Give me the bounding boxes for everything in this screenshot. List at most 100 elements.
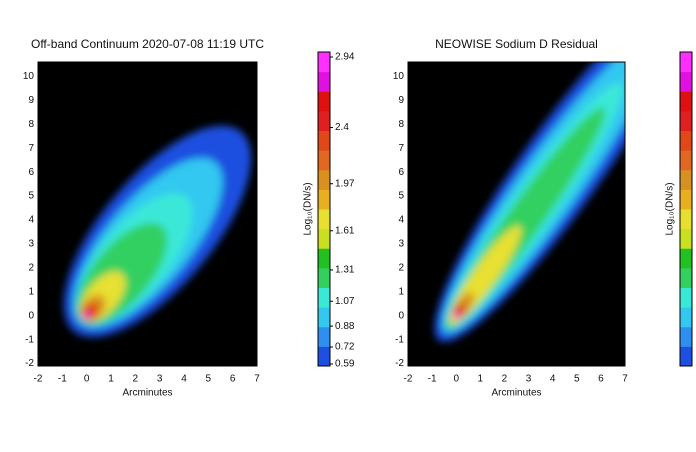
colorbar-tick-label: 2.4 <box>335 122 349 133</box>
image <box>63 125 251 338</box>
colorbar-band <box>318 110 330 131</box>
y-tick-label: 4 <box>398 215 404 226</box>
x-tick-label: 2 <box>133 374 139 385</box>
colorbar-band <box>318 267 330 288</box>
colorbar-band <box>680 52 692 73</box>
colorbar-tick-label: 2.94 <box>335 52 355 63</box>
x-tick-label: 1 <box>478 374 484 385</box>
x-tick-label: 2 <box>502 374 508 385</box>
x-tick-label: 5 <box>206 374 212 385</box>
colorbar-tick-label: 0.72 <box>335 342 355 353</box>
y-tick-label: 4 <box>28 215 34 226</box>
colorbar-tick-label: 1.61 <box>335 225 355 236</box>
x-tick-label: 7 <box>254 374 260 385</box>
colorbar-band <box>318 52 330 73</box>
y-tick-label: -2 <box>25 358 34 369</box>
colorbar-band <box>680 91 692 112</box>
colorbar-band <box>680 130 692 151</box>
colorbar-frame <box>679 51 693 367</box>
colorbar-band <box>680 209 692 230</box>
y-tick-label: 3 <box>398 239 404 250</box>
x-tick-label: 3 <box>157 374 163 385</box>
y-tick-label: 8 <box>28 119 34 130</box>
colorbar-band <box>680 71 692 92</box>
colorbar-band <box>318 307 330 328</box>
colorbar-band <box>680 307 692 328</box>
chart-title: NEOWISE Sodium D Residual <box>435 37 598 51</box>
x-tick-label: 4 <box>550 374 556 385</box>
colorbar-band <box>680 287 692 308</box>
x-tick-label: -1 <box>428 374 437 385</box>
y-tick-label: 1 <box>28 286 34 297</box>
y-tick-label: -2 <box>395 358 404 369</box>
image <box>434 62 625 342</box>
colorbar-label: Log₁₀(DN/s) <box>303 182 314 235</box>
y-tick-label: 7 <box>398 143 404 154</box>
colorbar-band <box>680 169 692 190</box>
colorbar-tick-label: 0.59 <box>335 359 355 370</box>
colorbar-band <box>680 267 692 288</box>
colorbar-band <box>318 228 330 249</box>
x-tick-label: 6 <box>598 374 604 385</box>
colorbar-band <box>318 130 330 151</box>
colorbar-band <box>318 91 330 112</box>
y-tick-label: 5 <box>398 191 404 202</box>
y-tick-label: 10 <box>393 71 405 82</box>
colorbar-band <box>318 326 330 347</box>
y-tick-label: 5 <box>28 191 34 202</box>
colorbar-band <box>318 189 330 210</box>
y-tick-label: 0 <box>28 310 34 321</box>
colorbar-band <box>680 189 692 210</box>
x-tick-label: -1 <box>58 374 67 385</box>
y-tick-label: -1 <box>25 334 34 345</box>
y-tick-label: 9 <box>28 95 34 106</box>
y-tick-label: 7 <box>28 143 34 154</box>
x-tick-label: 6 <box>230 374 236 385</box>
colorbar-band <box>318 346 330 367</box>
x-axis-label: Arcminutes <box>122 388 172 399</box>
y-tick-label: 9 <box>398 95 404 106</box>
y-tick-label: 10 <box>23 71 35 82</box>
x-tick-label: -2 <box>34 374 43 385</box>
chart-title: Off-band Continuum 2020-07-08 11:19 UTC <box>31 37 264 51</box>
colorbar-tick-label: 1.07 <box>335 296 355 307</box>
colorbar-band <box>318 169 330 190</box>
y-tick-label: 2 <box>28 262 34 273</box>
y-tick-label: 6 <box>28 167 34 178</box>
colorbar-band <box>318 71 330 92</box>
plot-frame <box>37 61 258 367</box>
x-tick-label: 7 <box>622 374 628 385</box>
x-tick-label: 3 <box>526 374 532 385</box>
x-tick-label: -2 <box>404 374 413 385</box>
x-tick-label: 1 <box>108 374 114 385</box>
colorbar-band <box>680 248 692 269</box>
colorbar-band <box>318 150 330 171</box>
colorbar-band <box>680 326 692 347</box>
colorbar-band <box>680 228 692 249</box>
colorbar-band <box>318 248 330 269</box>
comet <box>434 62 625 342</box>
colorbar-band <box>680 110 692 131</box>
colorbar-band <box>680 346 692 367</box>
y-tick-label: -1 <box>395 334 404 345</box>
colorbar-band <box>680 150 692 171</box>
plot-frame <box>407 61 626 367</box>
y-tick-label: 0 <box>398 310 404 321</box>
y-tick-label: 6 <box>398 167 404 178</box>
x-tick-label: 4 <box>181 374 187 385</box>
x-tick-label: 0 <box>84 374 90 385</box>
colorbar-tick-label: 0.88 <box>335 321 355 332</box>
y-tick-label: 1 <box>398 286 404 297</box>
colorbar-band <box>318 287 330 308</box>
colorbar-tick-label: 1.97 <box>335 178 355 189</box>
comet <box>63 125 251 338</box>
colorbar-band <box>318 209 330 230</box>
intensity-region <box>83 312 90 319</box>
y-tick-label: 8 <box>398 119 404 130</box>
x-tick-label: 5 <box>574 374 580 385</box>
intensity-region <box>453 312 460 319</box>
x-tick-label: 0 <box>453 374 459 385</box>
colorbar-tick-label: 1.31 <box>335 265 355 276</box>
y-tick-label: 3 <box>28 239 34 250</box>
